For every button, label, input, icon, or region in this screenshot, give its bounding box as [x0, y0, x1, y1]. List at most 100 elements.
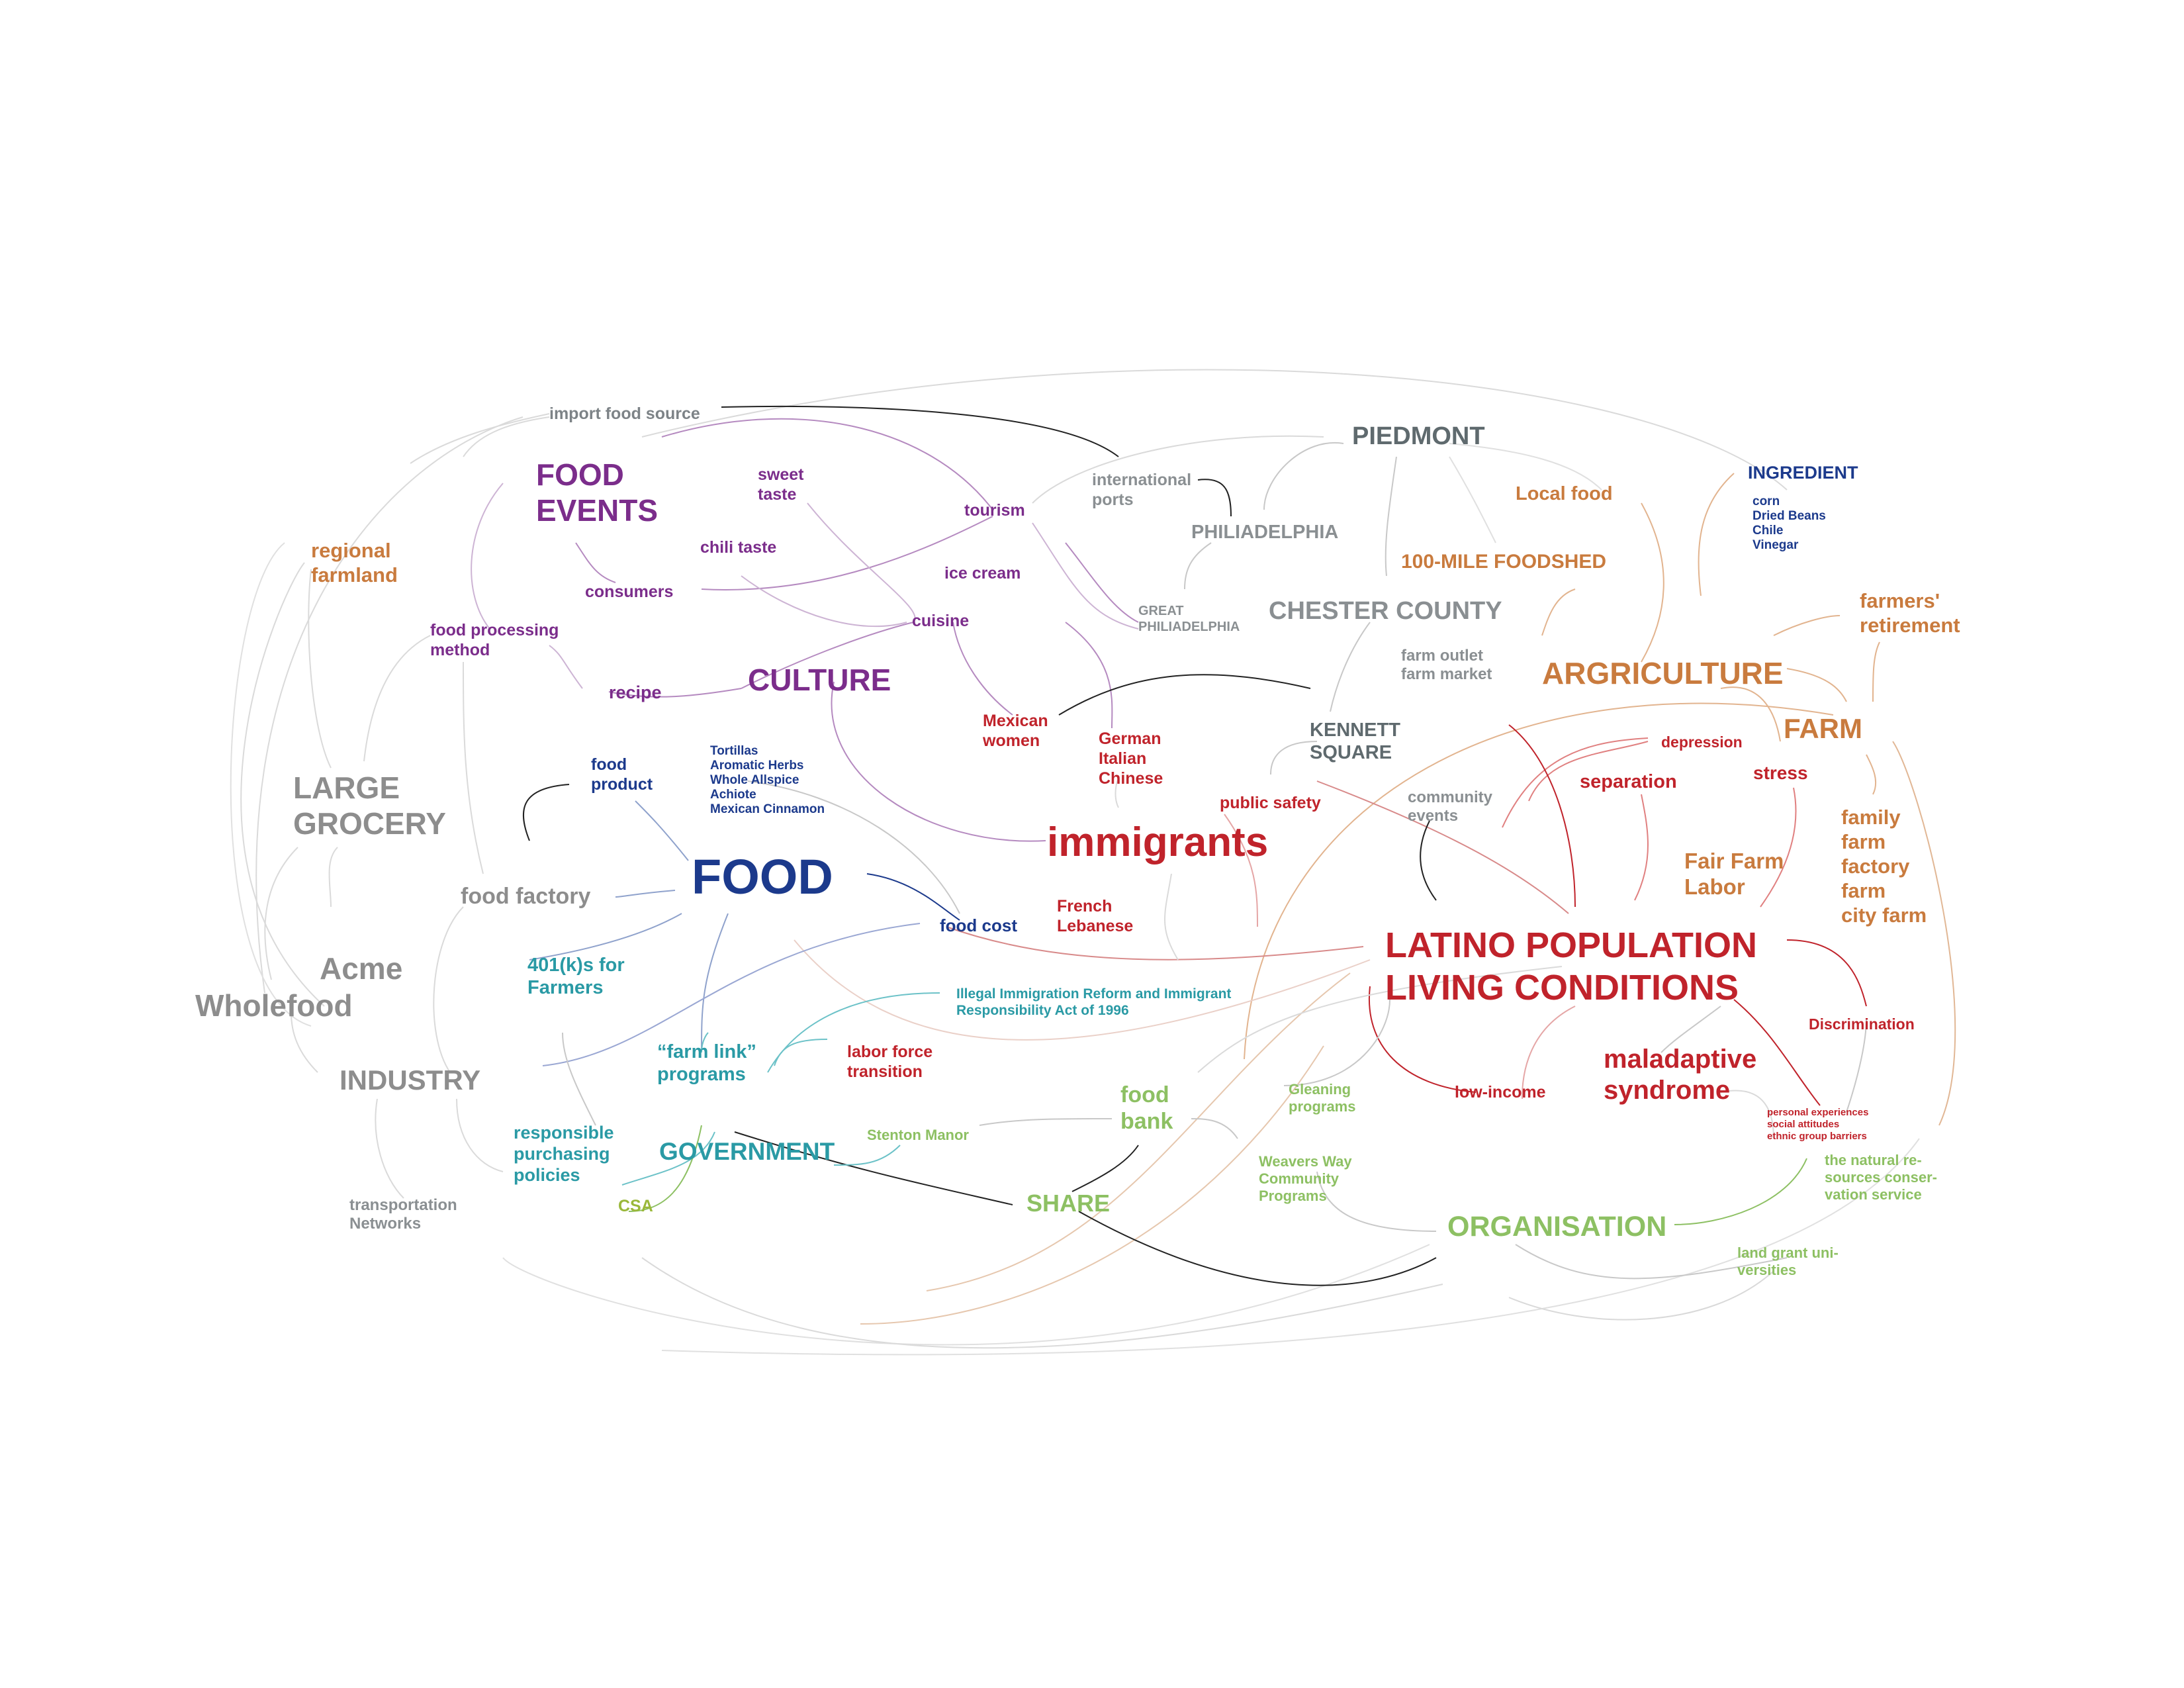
share-label-line: SHARE — [1026, 1190, 1110, 1217]
fourohonek-label-line: 401(k)s for — [527, 955, 625, 976]
farm-label: FARM — [1784, 713, 1862, 744]
gleaning-label-line: Gleaning — [1289, 1081, 1351, 1098]
farm-label-line: FARM — [1784, 713, 1862, 744]
farmers-retirement-label-line: farmers' — [1860, 589, 1940, 612]
ingredient-label-line: INGREDIENT — [1748, 463, 1858, 483]
wholefood-label-line: Wholefood — [195, 988, 353, 1023]
german-italian-label-line: Italian — [1099, 749, 1146, 768]
piedmont-label: PIEDMONT — [1352, 422, 1485, 450]
hundred-mile-foodshed-label: 100-MILE FOODSHED — [1401, 551, 1606, 573]
government-label: GOVERNMENT — [659, 1138, 835, 1165]
french-lebanese-label: French Lebanese — [1057, 897, 1133, 935]
food-product-list-label-line: Whole Allspice — [710, 773, 799, 787]
farm-outlet-label: farm outlet farm market — [1401, 647, 1492, 683]
responsible-label-line: responsible — [514, 1123, 614, 1143]
regional-farmland-label: regional farmland — [311, 539, 398, 586]
stenton-manor-label: Stenton Manor — [867, 1127, 969, 1143]
weavers-way-label-line: Community — [1259, 1170, 1340, 1187]
ingredient-list-label: corn Dried Beans Chile Vinegar — [1752, 494, 1826, 552]
fair-farm-labor-label-line: Labor — [1684, 874, 1745, 899]
depression-label: depression — [1661, 733, 1743, 751]
import-food-source-label: import food source — [549, 404, 700, 423]
connection-lines — [230, 369, 1956, 1356]
personal-experiences-label-line: ethnic group barriers — [1767, 1131, 1867, 1142]
food-product-label-line: product — [591, 775, 653, 794]
family-farm-label-line: farm — [1841, 879, 1886, 902]
food-bank-label: food bank — [1120, 1082, 1173, 1134]
chili-taste-label-line: chili taste — [700, 538, 776, 557]
culture-label: CULTURE — [748, 663, 891, 697]
stress-label-line: stress — [1753, 763, 1808, 783]
weavers-way-label-line: Programs — [1259, 1188, 1327, 1204]
consumers-label: consumers — [585, 583, 673, 601]
kennett-square-label-line: SQUARE — [1310, 742, 1392, 763]
transportation-label: transportation Networks — [349, 1196, 457, 1233]
food-processing-method-label: food processing method — [430, 621, 559, 659]
farmers-retirement-label: farmers' retirement — [1860, 589, 1960, 637]
industry-label-line: INDUSTRY — [340, 1064, 480, 1096]
chester-county-label-line: CHESTER COUNTY — [1269, 597, 1502, 625]
international-ports-label: international ports — [1092, 471, 1191, 509]
food-product-label: food product — [591, 755, 653, 794]
food-product-list-label-line: Achiote — [710, 788, 756, 802]
community-events-label: community events — [1408, 788, 1493, 825]
argriculture-label-line: ARGRICULTURE — [1542, 656, 1784, 690]
german-italian-label: German Italian Chinese — [1099, 729, 1163, 788]
responsible-label-line: purchasing — [514, 1144, 610, 1164]
food-cost-label-line: food cost — [940, 915, 1017, 935]
farm-link-label: “farm link” programs — [657, 1041, 756, 1085]
food-bank-label-line: food — [1120, 1082, 1169, 1107]
food-factory-label-line: food factory — [461, 884, 591, 909]
kennett-square-label: KENNETT SQUARE — [1310, 720, 1400, 763]
low-income-label: low-income — [1455, 1083, 1546, 1102]
german-italian-label-line: Chinese — [1099, 769, 1163, 788]
food-events-label-line: FOOD — [536, 457, 624, 492]
hundred-mile-foodshed-label-line: 100-MILE FOODSHED — [1401, 551, 1606, 573]
recipe-label: recipe — [609, 682, 662, 702]
natural-resources-label-line: vation service — [1825, 1186, 1922, 1203]
labor-force-label-line: labor force — [847, 1043, 933, 1061]
farm-link-label-line: programs — [657, 1064, 746, 1085]
ingredient-list-label-line: Chile — [1752, 524, 1783, 538]
piedmont-label-line: PIEDMONT — [1352, 422, 1485, 450]
food-label: FOOD — [692, 849, 833, 904]
food-product-list-label-line: Tortillas — [710, 744, 758, 758]
family-farm-label: family farm factory farm city farm — [1841, 806, 1927, 927]
acme-label-line: Acme — [320, 951, 402, 986]
kennett-square-label-line: KENNETT — [1310, 720, 1400, 741]
ingredient-list-label-line: corn — [1752, 494, 1780, 508]
land-grant-label: land grant uni-versities — [1737, 1244, 1839, 1278]
separation-label-line: separation — [1580, 771, 1677, 792]
transportation-label-line: Networks — [349, 1215, 421, 1233]
stenton-manor-label-line: Stenton Manor — [867, 1127, 969, 1143]
low-income-label-line: low-income — [1455, 1083, 1546, 1102]
fair-farm-labor-label: Fair Farm Labor — [1684, 849, 1784, 899]
latino-population-label-line: LATINO POPULATION — [1385, 925, 1757, 965]
german-italian-label-line: German — [1099, 729, 1161, 748]
recipe-label-line: recipe — [609, 682, 662, 702]
import-food-source-label-line: import food source — [549, 404, 700, 423]
illegal-immigration-label-line: Responsibility Act of 1996 — [956, 1003, 1129, 1018]
food-cost-label: food cost — [940, 915, 1017, 935]
chili-taste-label: chili taste — [700, 538, 776, 557]
concept-labels: import food source FOOD EVENTS sweet taste… — [195, 404, 1960, 1278]
gleaning-label: Gleaning programs — [1289, 1081, 1355, 1115]
food-product-list-label: Tortillas Aromatic Herbs Whole Allspice Ach… — [710, 744, 825, 816]
farm-outlet-label-line: farm market — [1401, 665, 1492, 683]
argriculture-label: ARGRICULTURE — [1542, 656, 1784, 690]
regional-farmland-label-line: regional — [311, 539, 391, 562]
international-ports-label-line: ports — [1092, 491, 1134, 509]
natural-resources-label-line: sources conser- — [1825, 1169, 1937, 1186]
food-product-label-line: food — [591, 755, 627, 774]
share-label: SHARE — [1026, 1190, 1110, 1217]
latino-population-label: LATINO POPULATION LIVING CONDITIONS — [1385, 925, 1757, 1008]
maladaptive-label-line: syndrome — [1604, 1076, 1730, 1105]
transportation-label-line: transportation — [349, 1196, 457, 1214]
family-farm-label-line: factory — [1841, 855, 1910, 878]
local-food-label-line: Local food — [1516, 483, 1613, 504]
sweet-taste-label-line: sweet — [758, 465, 804, 484]
food-processing-method-label-line: method — [430, 641, 490, 659]
immigrants-label-line: immigrants — [1047, 820, 1268, 865]
french-lebanese-label-line: French — [1057, 897, 1112, 915]
